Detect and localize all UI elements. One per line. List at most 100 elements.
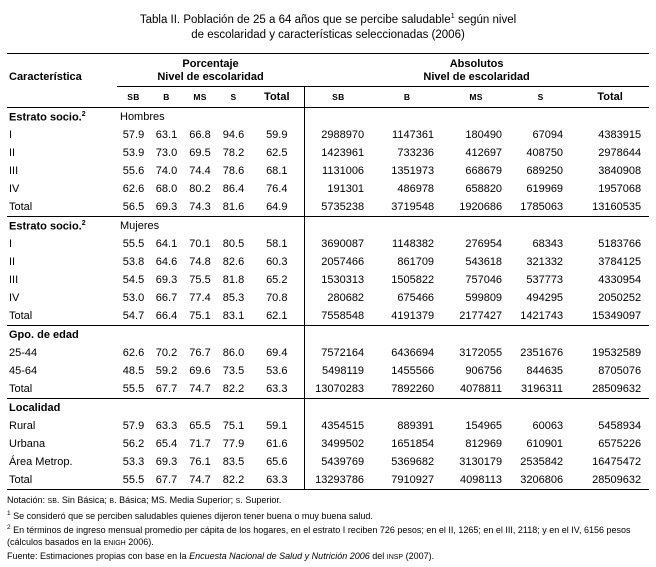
note-text: INSP [386, 553, 404, 561]
abs-cell: 7892260 [372, 379, 443, 399]
pct-cell: 65.4 [155, 437, 178, 450]
row-label: Urbana [9, 437, 46, 450]
pct-cell: 68.0 [155, 182, 178, 195]
pct-cell: 63.1 [155, 128, 178, 141]
abs-cell: 2535842 [520, 455, 564, 468]
abs-cell: 2177427 [442, 306, 511, 326]
row-label: IV [9, 182, 20, 195]
pct-cell: 53.3 [122, 455, 145, 468]
abs-cell: 280682 [303, 288, 373, 307]
pct-cell: 67.7 [150, 470, 183, 490]
pct-cell: 53.0 [122, 291, 145, 304]
abs-cell: 3130179 [459, 455, 503, 468]
col-header-pct-b: B [150, 86, 183, 108]
row-label: 25-44 [9, 346, 38, 359]
col-header-pct-sb: SB [117, 86, 150, 108]
pct-cell: 65.6 [266, 455, 288, 468]
abs-cell: 4330954 [598, 273, 642, 286]
abs-cell: 4383915 [598, 128, 642, 141]
section-sublabel: Mujeres [120, 219, 160, 232]
note-text: (2007). [403, 550, 435, 561]
column-header-row: SB B MS S Total SB B MS S Total [7, 86, 650, 108]
abs-cell: 2057466 [303, 252, 373, 271]
note-text: Fuente: Estimaciones propias con base en… [7, 550, 190, 561]
pct-cell: 74.8 [189, 255, 211, 268]
section-sublabel [117, 398, 304, 417]
pct-cell: 81.8 [222, 273, 245, 286]
abs-cell: 154965 [465, 419, 503, 432]
abs-cell: 689250 [526, 164, 564, 177]
note-line: 2 En términos de ingreso mensual promedi… [7, 522, 649, 550]
abs-cell: 3784125 [598, 255, 642, 268]
abs-cell: 412697 [465, 146, 503, 159]
pct-cell: 69.3 [150, 197, 183, 217]
col-header-abs-s: S [510, 86, 572, 108]
note-line: Fuente: Estimaciones propias con base en… [7, 550, 649, 564]
abs-cell: 1351973 [391, 164, 435, 177]
note-text: 2006). [125, 536, 154, 547]
section-label: Estrato socio.2 [9, 110, 86, 124]
pct-cell: 66.4 [150, 306, 183, 326]
abs-cell: 844635 [526, 364, 564, 377]
row-label: 45-64 [9, 364, 38, 377]
row-label: IV [9, 291, 20, 304]
percentage-group-header: Porcentaje Nivel de escolaridad [117, 53, 305, 87]
pct-cell: 85.3 [222, 291, 245, 304]
section-label: Gpo. de edad [9, 328, 79, 341]
pct-cell: 63.3 [155, 419, 178, 432]
section-label: Estrato socio.2 [9, 219, 86, 233]
pct-cell: 70.8 [266, 291, 288, 304]
table-row: 45-64 48.5 59.2 69.6 73.5 53.6 5498119 1455566 9… [7, 361, 649, 380]
pct-cell: 83.1 [217, 306, 250, 326]
abs-cell: 1423961 [303, 143, 373, 162]
abs-cell: 7558548 [303, 306, 373, 326]
abs-cell: 5439769 [303, 452, 373, 471]
row-label: Total [7, 306, 117, 326]
abs-cell: 3840908 [598, 164, 642, 177]
pct-cell: 62.5 [266, 146, 288, 159]
pct-cell: 69.4 [266, 346, 288, 359]
empty-header-cell [7, 86, 117, 108]
abs-cell: 28509632 [571, 470, 650, 490]
pct-cell: 73.0 [155, 146, 178, 159]
table-row: 25-44 62.6 70.2 76.7 86.0 69.4 7572164 6436694 3… [7, 343, 649, 362]
abs-cell: 733236 [397, 146, 435, 159]
pct-cell: 74.7 [183, 470, 217, 490]
pct-cell: 74.3 [183, 197, 217, 217]
abs-cell: 1651854 [391, 437, 435, 450]
pct-cell: 76.7 [189, 346, 211, 359]
pct-cell: 62.1 [250, 306, 305, 326]
table-row: IV 62.6 68.0 80.2 86.4 76.4 191301 486978 658820… [7, 179, 649, 198]
section-spacer [303, 325, 650, 344]
abs-cell: 1530313 [303, 270, 373, 289]
abs-cell: 1131006 [303, 161, 373, 180]
pct-cell: 56.5 [117, 197, 150, 217]
abs-cell: 3690087 [303, 234, 373, 253]
note-text: . Media Superior; [164, 494, 236, 505]
abs-cell: 7910927 [372, 470, 443, 490]
abs-cell: 675466 [397, 291, 435, 304]
characteristic-header: Característica [9, 71, 82, 84]
pct-cell: 63.3 [250, 379, 305, 399]
table-row: IV 53.0 66.7 77.4 85.3 70.8 280682 675466 599809… [7, 288, 649, 307]
pct-cell: 86.4 [222, 182, 245, 195]
abs-cell: 599809 [465, 291, 503, 304]
note-text: . Básica; [114, 494, 152, 505]
section-label: Localidad [9, 401, 61, 414]
pct-cell: 78.6 [222, 164, 245, 177]
section-header-row: Estrato socio.2 Hombres [7, 107, 650, 126]
col-header-abs-total: Total [571, 86, 650, 108]
abs-cell: 812969 [465, 437, 503, 450]
table-row: I 57.9 63.1 66.8 94.6 59.9 2988970 1147361 18049… [7, 125, 649, 144]
row-label: Total [7, 470, 117, 490]
pct-cell: 64.9 [250, 197, 305, 217]
pct-cell: 54.7 [117, 306, 150, 326]
pct-cell: 55.6 [122, 164, 145, 177]
row-label: II [9, 146, 16, 159]
abs-cell: 1505822 [391, 273, 435, 286]
pct-cell: 53.9 [122, 146, 145, 159]
note-line: 1 Se consideró que se perciben saludable… [7, 508, 649, 522]
pct-cell: 74.7 [183, 379, 217, 399]
note-line: Notación: SB. Sin Básica; B. Básica; MS.… [7, 494, 649, 508]
